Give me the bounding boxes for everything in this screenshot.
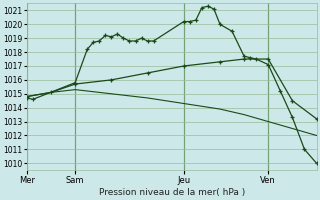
- X-axis label: Pression niveau de la mer( hPa ): Pression niveau de la mer( hPa ): [99, 188, 245, 197]
